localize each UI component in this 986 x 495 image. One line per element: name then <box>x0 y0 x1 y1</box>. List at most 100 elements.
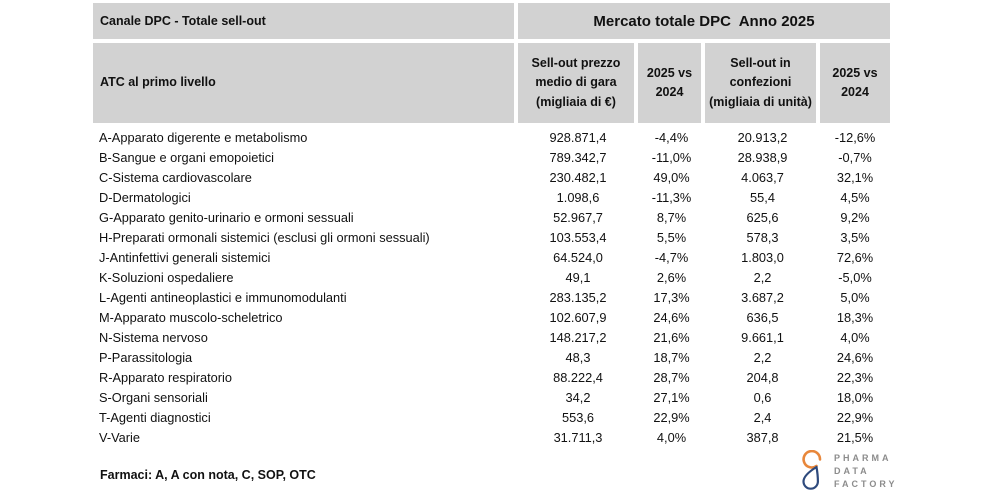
atc-label: K-Soluzioni ospedaliere <box>99 270 234 285</box>
value-cell: 48,3 <box>565 350 591 365</box>
value-cell: -5,0% <box>838 270 872 285</box>
column-header-sellout-price: Sell-out prezzo medio di gara (migliaia … <box>518 43 638 123</box>
value-cell: 22,9% <box>653 410 690 425</box>
atc-label: L-Agenti antineoplastici e immunomodulan… <box>99 290 347 305</box>
value-cell: -4,7% <box>654 250 689 265</box>
value-cell: 24,6% <box>653 310 690 325</box>
value-cell: 4,5% <box>840 190 870 205</box>
column-header-units-delta: 2025 vs 2024 <box>820 43 890 123</box>
value-cell: 64.524,0 <box>553 250 603 265</box>
value-cell: 2,6% <box>656 270 687 285</box>
value-cell: 22,9% <box>836 410 874 425</box>
logo-line-factory: FACTORY <box>834 479 898 489</box>
column-header-sellout-units: Sell-out in confezioni (migliaia di unit… <box>705 43 820 123</box>
value-cell: 789.342,7 <box>549 150 607 165</box>
logo-icon <box>802 450 822 490</box>
value-cell: 9.661,1 <box>741 330 784 345</box>
value-cell: 2,4 <box>753 410 772 425</box>
value-cell: 55,4 <box>750 190 775 205</box>
table-row: N-Sistema nervoso 148.217,2 21,6% 9.661,1 4,… <box>93 328 890 348</box>
pharma-data-factory-logo: PHARMA DATA FACTORY <box>794 450 898 492</box>
value-cell: 148.217,2 <box>549 330 607 345</box>
value-cell: 5,0% <box>840 290 870 305</box>
value-cell: 102.607,9 <box>549 310 607 325</box>
logo-line-pharma: PHARMA <box>834 453 892 463</box>
value-cell: 387,8 <box>746 430 779 445</box>
atc-label: A-Apparato digerente e metabolismo <box>99 130 308 145</box>
table-row: C-Sistema cardiovascolare 230.482,1 49,0% 4… <box>93 168 890 188</box>
atc-label: H-Preparati ormonali sistemici (esclusi … <box>99 230 430 245</box>
value-cell: 22,3% <box>836 370 874 385</box>
table-row: L-Agenti antineoplastici e immunomodulan… <box>93 288 890 308</box>
table-row: P-Parassitologia 48,3 18,7% 2,2 24,6% <box>93 348 890 368</box>
table-body: A-Apparato digerente e metabolismo 928.87… <box>93 128 890 448</box>
dpc-market-table: Canale DPC - Totale sell-out Mercato tot… <box>93 3 890 448</box>
table-row: J-Antinfettivi generali sistemici 64.524,… <box>93 248 890 268</box>
value-cell: -4,4% <box>654 130 689 145</box>
value-cell: 17,3% <box>653 290 690 305</box>
atc-label: G-Apparato genito-urinario e ormoni sess… <box>99 210 354 225</box>
atc-label: N-Sistema nervoso <box>99 330 208 345</box>
column-header-price-delta: 2025 vs 2024 <box>638 43 705 123</box>
table-row: M-Apparato muscolo-scheletrico 102.607,9 2… <box>93 308 890 328</box>
value-cell: 4,0% <box>840 330 870 345</box>
value-cell: 49,0% <box>653 170 690 185</box>
value-cell: 103.553,4 <box>549 230 607 245</box>
atc-label: T-Agenti diagnostici <box>99 410 211 425</box>
value-cell: 578,3 <box>746 230 779 245</box>
value-cell: 52.967,7 <box>553 210 603 225</box>
value-cell: 21,6% <box>653 330 690 345</box>
value-cell: 928.871,4 <box>549 130 607 145</box>
value-cell: 553,6 <box>561 410 595 425</box>
table-header-row: ATC al primo livello Sell-out prezzo med… <box>93 43 890 123</box>
table-row: G-Apparato genito-urinario e ormoni sess… <box>93 208 890 228</box>
value-cell: -11,0% <box>651 150 692 165</box>
value-cell: 32,1% <box>836 170 874 185</box>
value-cell: 72,6% <box>836 250 874 265</box>
table-row: D-Dermatologici 1.098,6 -11,3% 55,4 4,5% <box>93 188 890 208</box>
market-title: Mercato totale DPC Anno 2025 <box>518 3 890 39</box>
atc-label: V-Varie <box>99 430 141 445</box>
value-cell: 18,7% <box>653 350 690 365</box>
value-cell: 28.938,9 <box>737 150 788 165</box>
table-title-row: Canale DPC - Totale sell-out Mercato tot… <box>93 3 890 39</box>
value-cell: 1.098,6 <box>556 190 600 205</box>
value-cell: 2,2 <box>753 270 772 285</box>
value-cell: -0,7% <box>838 150 872 165</box>
value-cell: 3.687,2 <box>741 290 784 305</box>
value-cell: 24,6% <box>836 350 874 365</box>
table-row: V-Varie 31.711,3 4,0% 387,8 21,5% <box>93 428 890 448</box>
table-row: K-Soluzioni ospedaliere 49,1 2,6% 2,2 -5,0% <box>93 268 890 288</box>
value-cell: 5,5% <box>656 230 687 245</box>
value-cell: 8,7% <box>656 210 687 225</box>
value-cell: 21,5% <box>836 430 874 445</box>
value-cell: 3,5% <box>840 230 870 245</box>
value-cell: 1.803,0 <box>741 250 784 265</box>
value-cell: 636,5 <box>746 310 779 325</box>
value-cell: 18,0% <box>836 390 874 405</box>
table-row: H-Preparati ormonali sistemici (esclusi … <box>93 228 890 248</box>
value-cell: 0,6 <box>753 390 772 405</box>
logo-wordmark: PHARMA DATA FACTORY <box>834 452 898 490</box>
table-row: A-Apparato digerente e metabolismo 928.87… <box>93 128 890 148</box>
value-cell: 4.063,7 <box>741 170 784 185</box>
table-row: T-Agenti diagnostici 553,6 22,9% 2,4 22,9% <box>93 408 890 428</box>
value-cell: 625,6 <box>746 210 779 225</box>
value-cell: 27,1% <box>653 390 690 405</box>
channel-title: Canale DPC - Totale sell-out <box>93 3 518 39</box>
atc-label: P-Parassitologia <box>99 350 193 365</box>
footnote: Farmaci: A, A con nota, C, SOP, OTC <box>100 468 316 482</box>
value-cell: 230.482,1 <box>549 170 607 185</box>
table-row: B-Sangue e organi emopoietici 789.342,7 -1… <box>93 148 890 168</box>
atc-label: S-Organi sensoriali <box>99 390 208 405</box>
value-cell: 9,2% <box>840 210 870 225</box>
atc-label: M-Apparato muscolo-scheletrico <box>99 310 283 325</box>
logo-line-data: DATA <box>834 466 870 476</box>
value-cell: 20.913,2 <box>737 130 788 145</box>
column-header-atc: ATC al primo livello <box>93 43 518 123</box>
value-cell: 18,3% <box>836 310 874 325</box>
value-cell: 28,7% <box>653 370 690 385</box>
value-cell: 4,0% <box>656 430 687 445</box>
value-cell: 283.135,2 <box>549 290 607 305</box>
table-row: S-Organi sensoriali 34,2 27,1% 0,6 18,0% <box>93 388 890 408</box>
